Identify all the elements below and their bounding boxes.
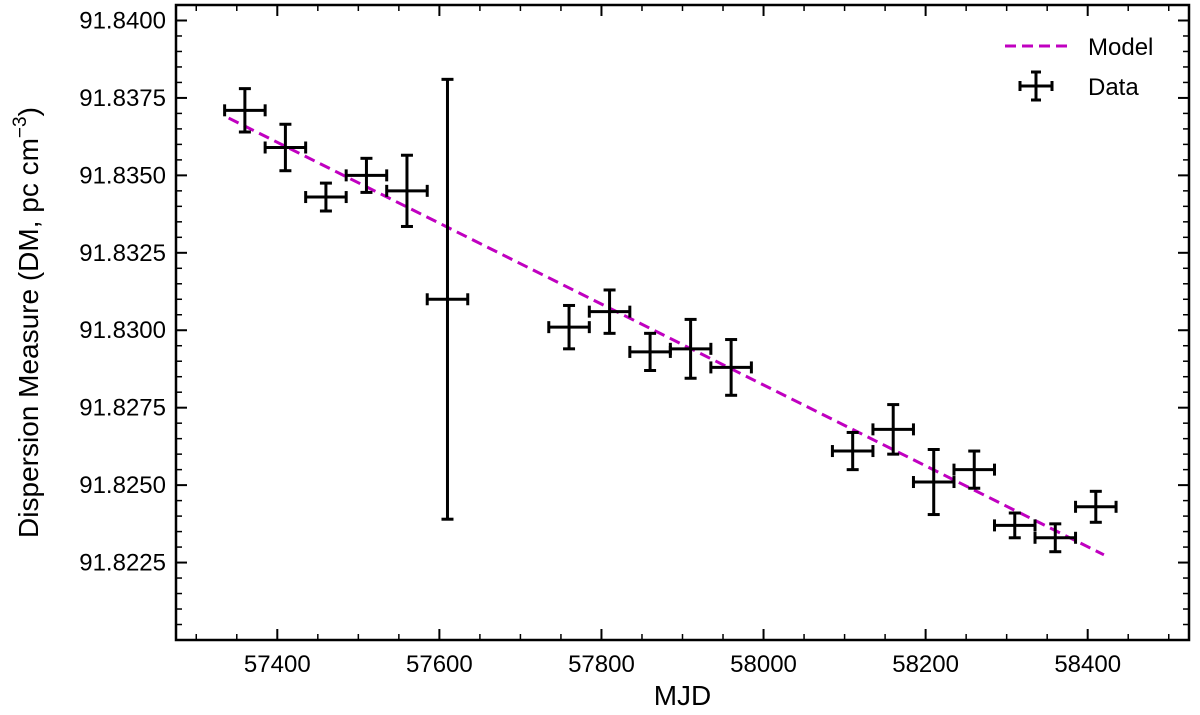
- data-point: [263, 122, 308, 173]
- data-point: [709, 338, 753, 397]
- data-point: [304, 181, 348, 213]
- data-point: [385, 153, 429, 228]
- y-tick-label: 91.8300: [79, 317, 166, 344]
- legend-model-label: Model: [1088, 34, 1153, 61]
- y-tick-label: 91.8400: [79, 7, 166, 34]
- data-point: [1074, 489, 1118, 524]
- x-tick-label: 58200: [892, 651, 959, 678]
- y-tick-label: 91.8250: [79, 472, 166, 499]
- y-axis-title: Dispersion Measure (DM, pc cm−3): [10, 107, 44, 538]
- y-tick-label: 91.8350: [79, 162, 166, 189]
- x-tick-label: 58000: [730, 651, 797, 678]
- y-tick-label: 91.8225: [79, 550, 166, 577]
- data-point: [628, 331, 672, 373]
- y-tick-label: 91.8325: [79, 240, 166, 267]
- y-axis-title-suffix: ): [13, 107, 44, 116]
- x-tick-label: 57800: [568, 651, 635, 678]
- model-series: [228, 116, 1105, 557]
- data-point: [587, 288, 632, 335]
- data-point: [871, 403, 915, 456]
- legend: Model Data: [1005, 34, 1153, 102]
- y-axis-title-main: Dispersion Measure (DM, pc cm: [13, 138, 44, 538]
- data-series: [223, 77, 1118, 554]
- data-point: [830, 430, 875, 472]
- x-axis-title: MJD: [654, 680, 712, 711]
- x-tick-label: 58400: [1054, 651, 1121, 678]
- y-tick-label: 91.8275: [79, 395, 166, 422]
- data-point: [668, 317, 713, 380]
- x-tick-label: 57600: [406, 651, 473, 678]
- model-line: [228, 116, 1105, 557]
- y-tick-label: 91.8375: [79, 85, 166, 112]
- data-point: [993, 511, 1037, 540]
- data-point: [952, 449, 997, 490]
- legend-data-swatch: [1018, 70, 1054, 102]
- data-point: [425, 77, 470, 521]
- data-point: [547, 303, 591, 351]
- data-point: [911, 448, 956, 517]
- data-point: [344, 156, 389, 194]
- axis-ticks: 57400 57600 57800 58000 58200 58400 91.8225 91.…: [79, 4, 1189, 678]
- y-axis-title-superscript: −3: [10, 116, 31, 138]
- data-point: [223, 87, 267, 134]
- x-tick-label: 57400: [244, 651, 311, 678]
- plot-frame: [174, 3, 1191, 642]
- data-point: [1033, 522, 1078, 554]
- legend-data-label: Data: [1088, 74, 1139, 101]
